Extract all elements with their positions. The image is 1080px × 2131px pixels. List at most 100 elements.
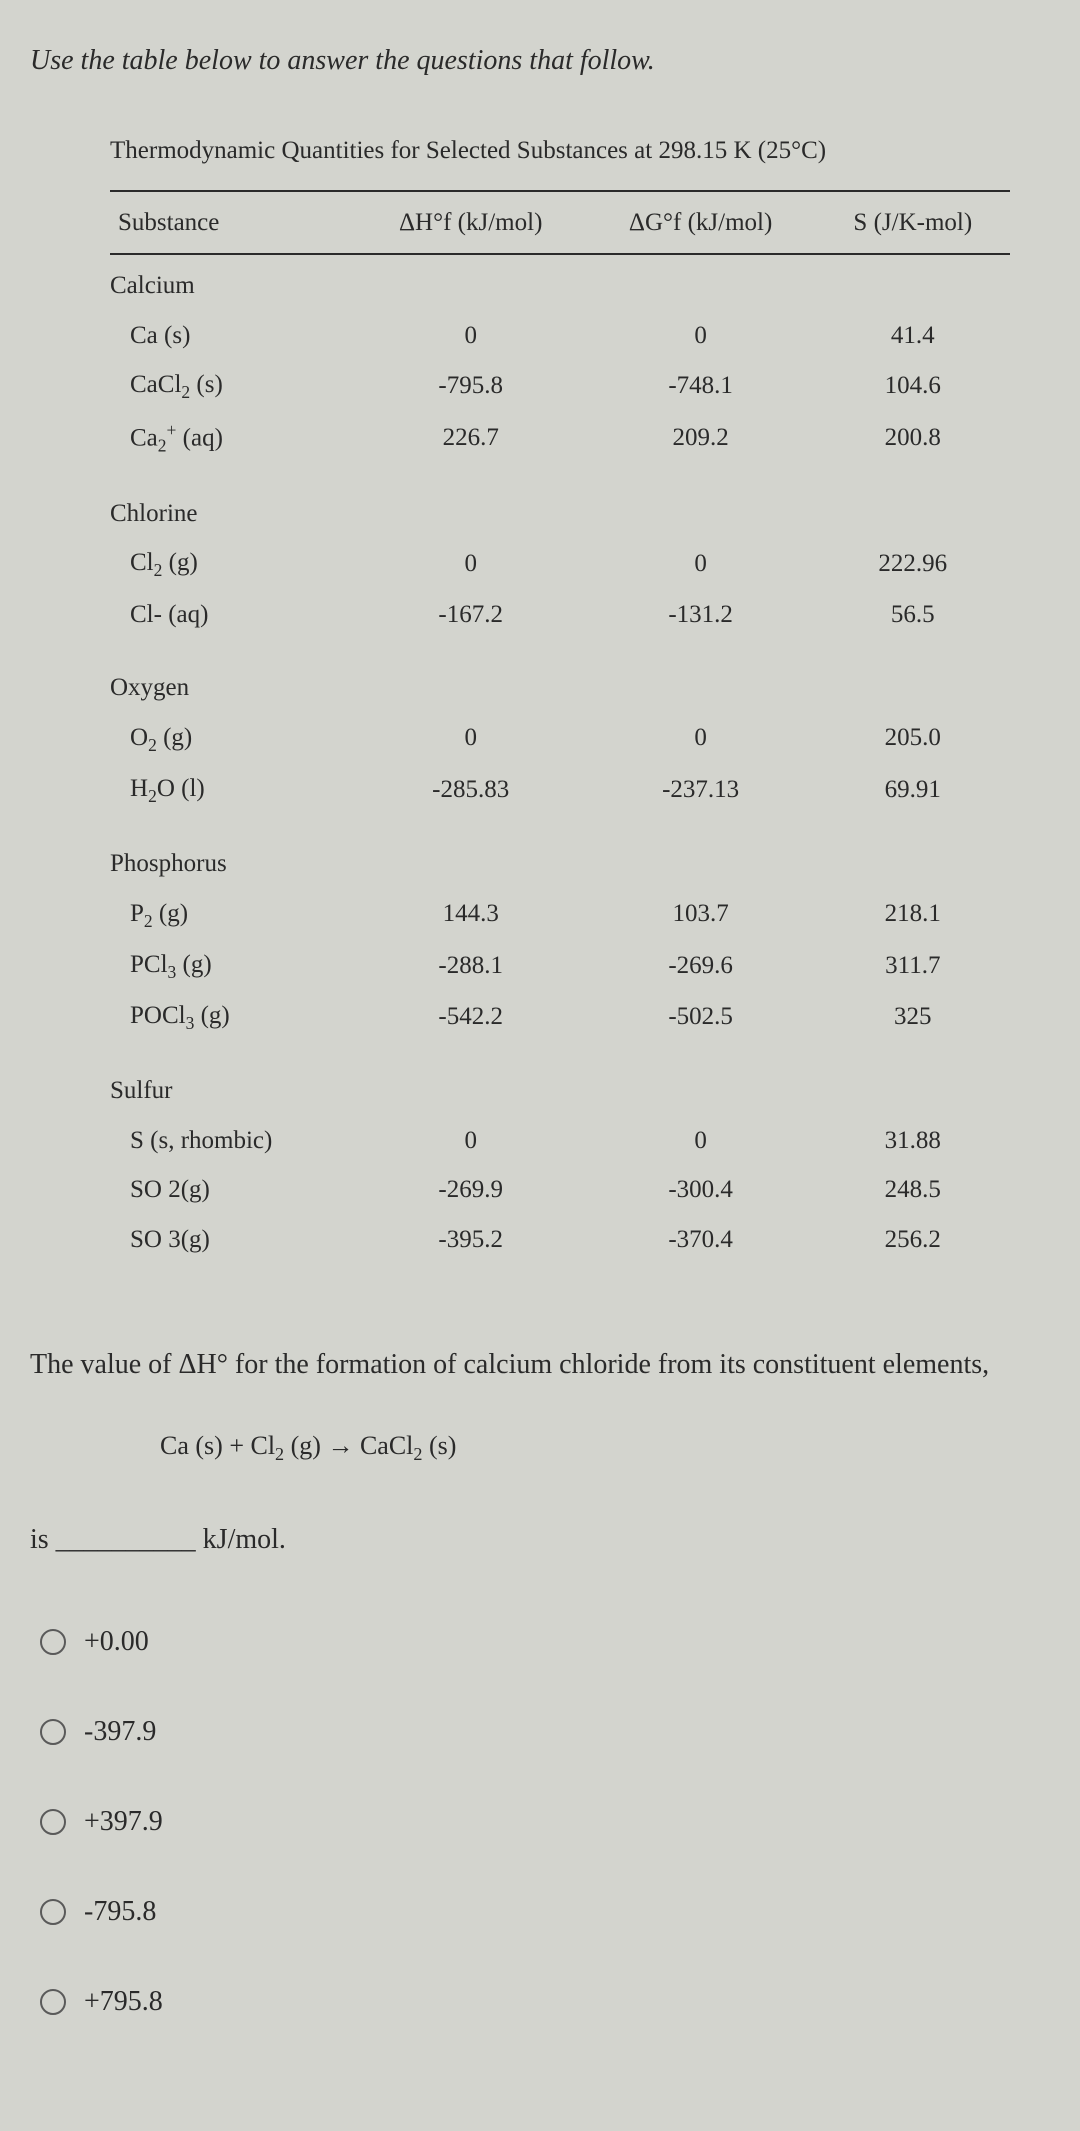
cell-dhf: 0 [356, 1116, 586, 1166]
answer-option[interactable]: +0.00 [40, 1621, 1050, 1663]
cell-substance: O2 (g) [110, 713, 356, 764]
table-row: SO 2(g)-269.9-300.4248.5 [110, 1165, 1010, 1215]
cell-dgf: 0 [586, 538, 816, 589]
cell-dhf: 0 [356, 311, 586, 361]
cell-substance: Cl2 (g) [110, 538, 356, 589]
cell-s: 41.4 [816, 311, 1010, 361]
cell-dgf: 0 [586, 311, 816, 361]
cell-substance: P2 (g) [110, 889, 356, 940]
cell-dgf: -237.13 [586, 764, 816, 815]
table-caption: Thermodynamic Quantities for Selected Su… [110, 132, 1010, 170]
cell-dgf: -748.1 [586, 360, 816, 411]
fill-blank-text: is __________ kJ/mol. [30, 1519, 1050, 1561]
cell-s: 200.8 [816, 411, 1010, 465]
cell-dhf: -269.9 [356, 1165, 586, 1215]
table-row: Cl2 (g)00222.96 [110, 538, 1010, 589]
option-label: -795.8 [84, 1891, 156, 1933]
radio-icon[interactable] [40, 1629, 66, 1655]
radio-icon[interactable] [40, 1989, 66, 2015]
table-row: POCl3 (g)-542.2-502.5325 [110, 991, 1010, 1042]
cell-dhf: -285.83 [356, 764, 586, 815]
col-dhf: ΔH°f (kJ/mol) [356, 191, 586, 255]
cell-dgf: -269.6 [586, 940, 816, 991]
thermo-table-container: Thermodynamic Quantities for Selected Su… [30, 132, 1050, 1264]
option-label: +397.9 [84, 1801, 163, 1843]
thermo-table: Substance ΔH°f (kJ/mol) ΔG°f (kJ/mol) S … [110, 190, 1010, 1265]
option-label: +0.00 [84, 1621, 149, 1663]
cell-s: 248.5 [816, 1165, 1010, 1215]
cell-dgf: 209.2 [586, 411, 816, 465]
group-header: Calcium [110, 254, 1010, 311]
cell-dhf: 0 [356, 538, 586, 589]
cell-substance: Ca2+ (aq) [110, 411, 356, 465]
cell-dgf: 0 [586, 1116, 816, 1166]
cell-s: 205.0 [816, 713, 1010, 764]
table-row: P2 (g)144.3103.7218.1 [110, 889, 1010, 940]
cell-dhf: 226.7 [356, 411, 586, 465]
cell-dhf: -167.2 [356, 590, 586, 640]
group-name: Chlorine [110, 465, 1010, 539]
answer-options: +0.00 -397.9 +397.9 -795.8 +795.8 [30, 1621, 1050, 2023]
table-row: SO 3(g)-395.2-370.4256.2 [110, 1215, 1010, 1265]
answer-option[interactable]: -795.8 [40, 1891, 1050, 1933]
question-text: The value of ΔH° for the formation of ca… [30, 1344, 1050, 1386]
cell-substance: S (s, rhombic) [110, 1116, 356, 1166]
cell-s: 31.88 [816, 1116, 1010, 1166]
cell-s: 311.7 [816, 940, 1010, 991]
group-header: Oxygen [110, 639, 1010, 713]
option-label: -397.9 [84, 1711, 156, 1753]
col-substance: Substance [110, 191, 356, 255]
group-header: Chlorine [110, 465, 1010, 539]
cell-s: 325 [816, 991, 1010, 1042]
cell-s: 69.91 [816, 764, 1010, 815]
cell-s: 222.96 [816, 538, 1010, 589]
cell-dhf: 0 [356, 713, 586, 764]
cell-substance: Cl- (aq) [110, 590, 356, 640]
group-name: Oxygen [110, 639, 1010, 713]
answer-option[interactable]: -397.9 [40, 1711, 1050, 1753]
cell-s: 56.5 [816, 590, 1010, 640]
answer-option[interactable]: +397.9 [40, 1801, 1050, 1843]
cell-substance: Ca (s) [110, 311, 356, 361]
cell-substance: H2O (l) [110, 764, 356, 815]
col-dgf: ΔG°f (kJ/mol) [586, 191, 816, 255]
group-name: Phosphorus [110, 815, 1010, 889]
table-row: H2O (l)-285.83-237.1369.91 [110, 764, 1010, 815]
group-header: Phosphorus [110, 815, 1010, 889]
group-name: Sulfur [110, 1042, 1010, 1116]
radio-icon[interactable] [40, 1719, 66, 1745]
cell-s: 218.1 [816, 889, 1010, 940]
cell-dgf: -300.4 [586, 1165, 816, 1215]
table-row: Ca (s)0041.4 [110, 311, 1010, 361]
cell-dgf: -370.4 [586, 1215, 816, 1265]
table-row: S (s, rhombic)0031.88 [110, 1116, 1010, 1166]
cell-substance: SO 3(g) [110, 1215, 356, 1265]
table-row: CaCl2 (s)-795.8-748.1104.6 [110, 360, 1010, 411]
radio-icon[interactable] [40, 1899, 66, 1925]
table-row: Cl- (aq)-167.2-131.256.5 [110, 590, 1010, 640]
cell-dgf: -502.5 [586, 991, 816, 1042]
cell-dhf: -288.1 [356, 940, 586, 991]
cell-s: 104.6 [816, 360, 1010, 411]
radio-icon[interactable] [40, 1809, 66, 1835]
answer-option[interactable]: +795.8 [40, 1981, 1050, 2023]
cell-substance: POCl3 (g) [110, 991, 356, 1042]
table-row: PCl3 (g)-288.1-269.6311.7 [110, 940, 1010, 991]
instruction-text: Use the table below to answer the questi… [30, 40, 1050, 82]
group-header: Sulfur [110, 1042, 1010, 1116]
option-label: +795.8 [84, 1981, 163, 2023]
cell-dhf: -542.2 [356, 991, 586, 1042]
cell-substance: PCl3 (g) [110, 940, 356, 991]
group-name: Calcium [110, 254, 1010, 311]
cell-dgf: -131.2 [586, 590, 816, 640]
cell-dgf: 103.7 [586, 889, 816, 940]
cell-substance: CaCl2 (s) [110, 360, 356, 411]
table-row: Ca2+ (aq)226.7209.2200.8 [110, 411, 1010, 465]
col-s: S (J/K-mol) [816, 191, 1010, 255]
table-row: O2 (g)00205.0 [110, 713, 1010, 764]
cell-s: 256.2 [816, 1215, 1010, 1265]
cell-dhf: -395.2 [356, 1215, 586, 1265]
cell-dhf: 144.3 [356, 889, 586, 940]
cell-substance: SO 2(g) [110, 1165, 356, 1215]
reaction-equation: Ca (s) + Cl2 (g) → CaCl2 (s) [30, 1426, 1050, 1468]
